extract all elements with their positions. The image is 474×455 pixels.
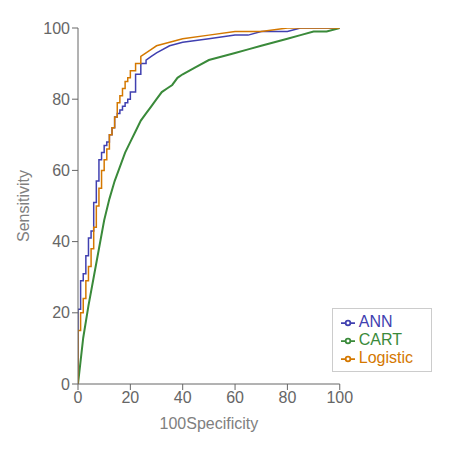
svg-text:0: 0 [74, 389, 83, 406]
svg-text:40: 40 [174, 389, 192, 406]
svg-text:20: 20 [52, 304, 70, 321]
svg-text:80: 80 [279, 389, 297, 406]
html-text:ANN: ANN [358, 313, 393, 330]
html-text:Logistic: Logistic [358, 349, 413, 366]
html-text:CART: CART [358, 331, 402, 348]
svg-text:60: 60 [52, 162, 70, 179]
svg-text:Sensitivity: Sensitivity [15, 170, 32, 242]
svg-text:100: 100 [43, 20, 70, 37]
svg-text:20: 20 [121, 389, 139, 406]
svg-text:0: 0 [61, 376, 70, 393]
svg-text:80: 80 [52, 91, 70, 108]
svg-text:40: 40 [52, 233, 70, 250]
svg-text:100: 100 [326, 389, 353, 406]
svg-text:60: 60 [226, 389, 244, 406]
svg-text:100Specificity: 100Specificity [160, 415, 259, 432]
